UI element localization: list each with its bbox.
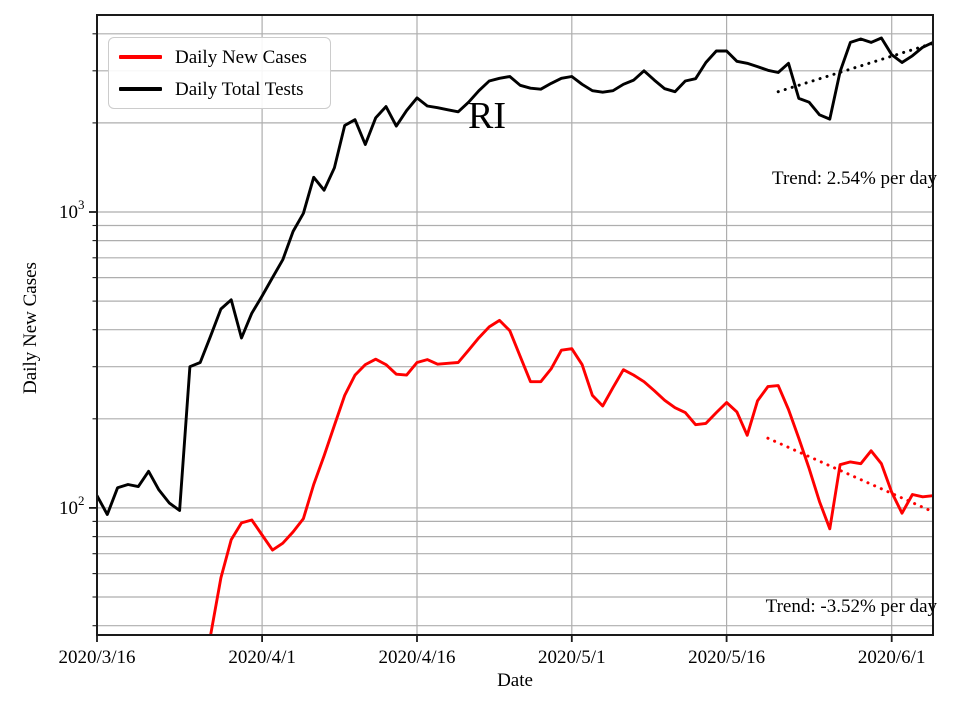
legend-label-cases: Daily New Cases xyxy=(175,46,307,68)
x-tick-label: 2020/4/16 xyxy=(378,647,455,668)
x-tick-label: 2020/5/16 xyxy=(688,647,765,668)
series-daily-total-tests xyxy=(97,36,933,516)
legend-line-sample-tests xyxy=(119,87,162,91)
x-tick-label: 2020/6/1 xyxy=(858,647,926,668)
trendline-daily-total-tests xyxy=(776,41,933,94)
x-axis-title: Date xyxy=(497,670,533,691)
legend-item-daily-new-cases: Daily New Cases xyxy=(109,41,330,73)
legend-item-daily-total-tests: Daily Total Tests xyxy=(109,73,330,105)
legend-label-tests: Daily Total Tests xyxy=(175,78,304,100)
x-tick-label: 2020/3/16 xyxy=(58,647,135,668)
plot-border xyxy=(96,14,934,636)
state-annotation: RI xyxy=(468,95,506,137)
y-axis-title: Daily New Cases xyxy=(20,262,41,394)
x-tick-label: 2020/5/1 xyxy=(538,647,606,668)
series-daily-new-cases xyxy=(209,318,933,635)
cases-trend-label: Trend: -3.52% per day xyxy=(765,596,937,617)
legend: Daily New Cases Daily Total Tests xyxy=(108,37,331,109)
trendline-daily-new-cases xyxy=(766,436,933,514)
x-tick-label: 2020/4/1 xyxy=(228,647,296,668)
legend-line-sample-cases xyxy=(119,55,162,59)
tests-trend-label: Trend: 2.54% per day xyxy=(772,168,937,189)
